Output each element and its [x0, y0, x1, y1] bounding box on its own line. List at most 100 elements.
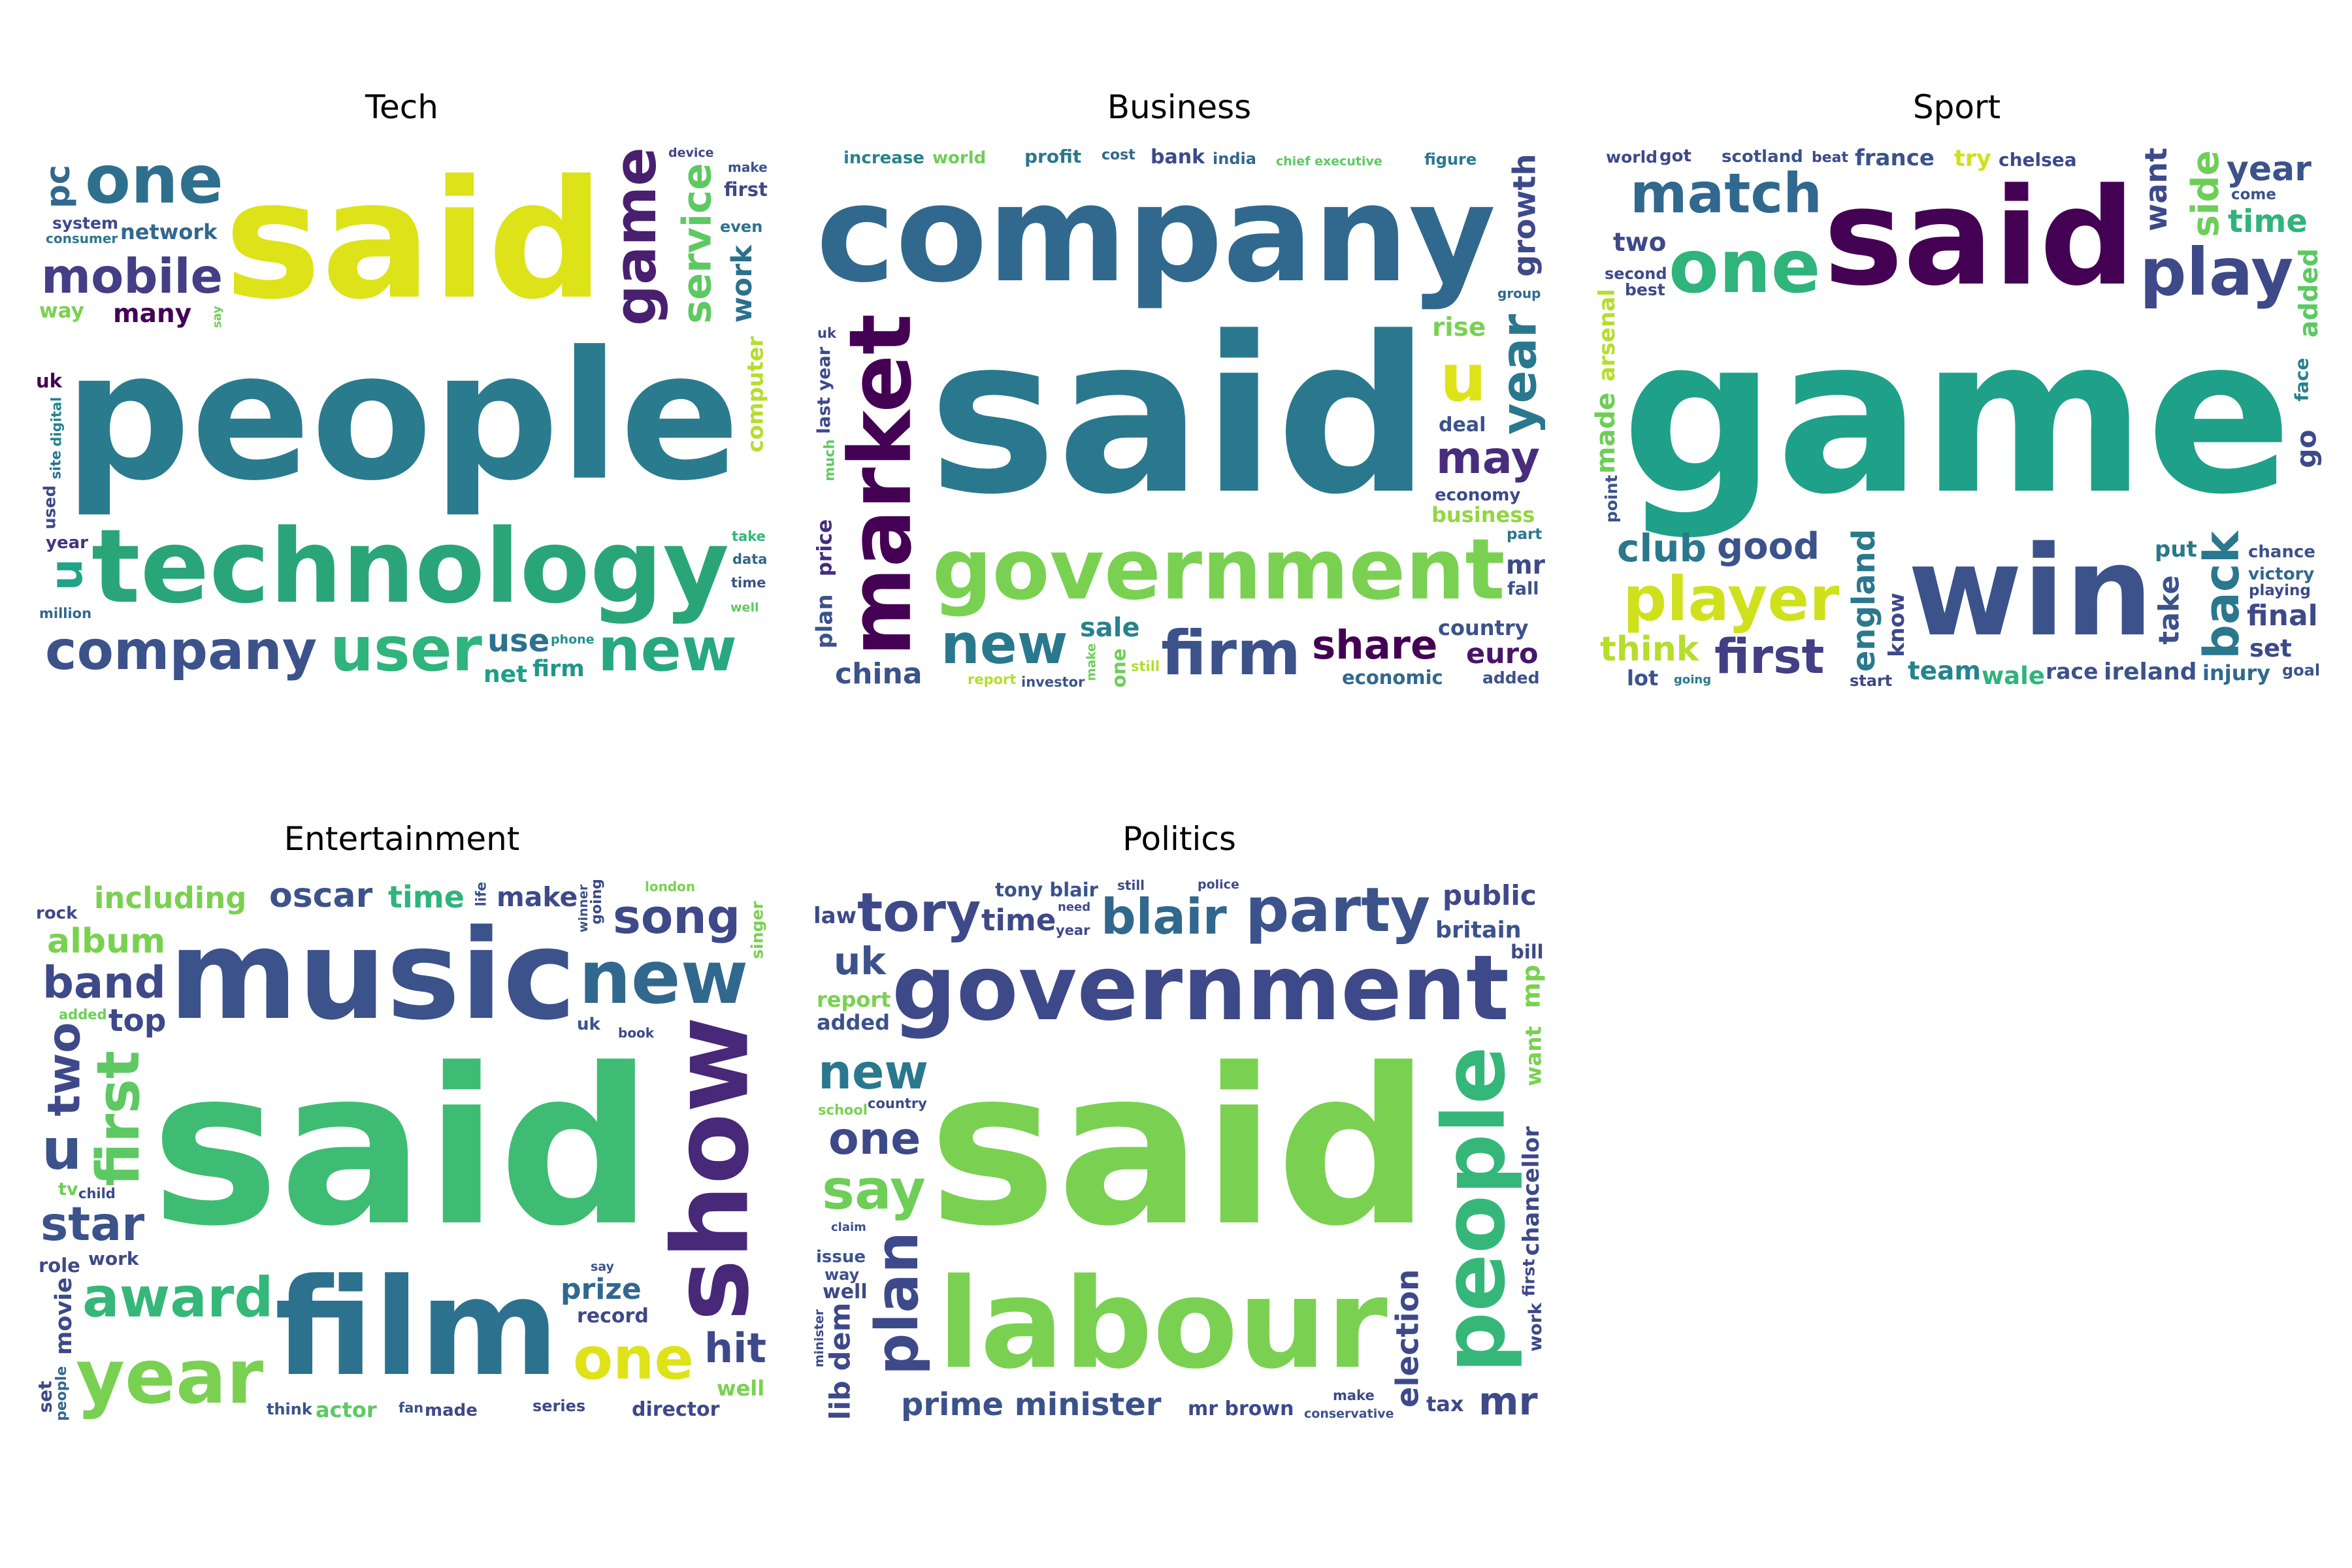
cloud-word: say [591, 1260, 614, 1274]
panel-title: Tech [365, 88, 438, 126]
cloud-word: start [1850, 672, 1893, 689]
cloud-word: last year [813, 346, 834, 434]
cloud-word: report [968, 672, 1017, 687]
cloud-word: plan [813, 594, 838, 649]
cloud-word: chance [2248, 542, 2316, 562]
cloud-word: year [76, 1333, 264, 1421]
cloud-word: world [932, 148, 987, 168]
cloud-word: go [2290, 429, 2323, 468]
cloud-word: made [1591, 392, 1621, 474]
cloud-word: million [39, 606, 92, 621]
cloud-word: match [1630, 161, 1822, 225]
cloud-word: one [1107, 648, 1130, 688]
cloud-word: tory [857, 882, 981, 944]
cloud-word: india [1213, 150, 1256, 168]
cloud-word: work [88, 1248, 139, 1269]
cloud-word: school [818, 1102, 868, 1118]
cloud-word: first [1714, 629, 1825, 685]
cloud-word: best [1625, 280, 1665, 299]
cloud-word: set [36, 1380, 56, 1413]
cloud-word: may [1436, 433, 1540, 484]
cloud-word: company [816, 157, 1496, 312]
cloud-word: used [40, 485, 59, 530]
cloud-word: group [1497, 286, 1541, 301]
panel-title: Politics [1122, 820, 1236, 858]
cloud-word: tax [1426, 1392, 1464, 1416]
cloud-word: take [2153, 575, 2186, 645]
cloud-word: investor [1021, 674, 1085, 689]
cloud-word: two [38, 1022, 91, 1117]
cloud-word: think [267, 1400, 312, 1418]
cloud-word: scotland [1722, 147, 1803, 167]
cloud-word: arsenal [1593, 288, 1620, 382]
cloud-word: increase [843, 148, 924, 168]
cloud-word: year [46, 533, 88, 553]
cloud-word: added [2294, 248, 2323, 338]
cloud-word: director [632, 1398, 720, 1421]
cloud-word: added [59, 1007, 107, 1022]
cloud-word: added [817, 1010, 890, 1035]
cloud-word: game [1622, 291, 2293, 542]
cloud-word: make [1333, 1388, 1375, 1403]
cloud-word: share [1312, 622, 1438, 668]
cloud-word: work [725, 244, 759, 323]
cloud-word: service [674, 163, 721, 324]
cloud-word: team [1908, 657, 1982, 686]
cloud-word: fan [399, 1400, 424, 1416]
cloud-word: game [601, 147, 669, 326]
cloud-word: rise [1432, 313, 1486, 342]
cloud-word: euro [1466, 638, 1539, 670]
cloud-word: oscar [269, 879, 373, 915]
cloud-word: law [813, 903, 857, 929]
cloud-word: said [151, 1022, 653, 1273]
cloud-word: people [64, 313, 740, 519]
cloud-word: system [52, 214, 119, 233]
cloud-word: public [1443, 879, 1537, 911]
panel-title: Entertainment [284, 820, 520, 858]
cloud-word: still [1117, 879, 1145, 893]
cloud-word: playing [2249, 582, 2311, 599]
cloud-word: sale [1080, 613, 1140, 643]
cloud-word: tony blair [995, 879, 1098, 901]
cloud-word: play [2140, 234, 2294, 310]
cloud-word: point [1601, 474, 1621, 523]
cloud-word: series [532, 1397, 586, 1415]
cloud-word: work [1525, 1302, 1545, 1352]
cloud-word: u [42, 1117, 82, 1183]
cloud-word: part [1507, 526, 1543, 543]
cloud-word: business [1431, 502, 1535, 527]
cloud-word: still [1131, 659, 1160, 674]
cloud-word: first [1519, 1258, 1539, 1297]
cloud-word: new [818, 1045, 928, 1100]
cloud-word: good [1717, 525, 1820, 568]
panel-title: Sport [1912, 88, 2001, 126]
cloud-word: time [388, 879, 465, 915]
cloud-word: mobile [41, 249, 223, 304]
cloud-word: much [821, 438, 838, 482]
cloud-word: minister [813, 1309, 826, 1367]
cloud-word: album [47, 922, 166, 961]
panel-sport: Sport game said win england player match one pl… [1591, 88, 2323, 689]
cloud-word: labour [938, 1252, 1388, 1396]
cloud-word: china [835, 657, 923, 689]
cloud-word: band [42, 957, 166, 1008]
cloud-word: site [47, 450, 63, 479]
cloud-word: put [2155, 536, 2197, 563]
panel-title: Business [1107, 88, 1252, 126]
cloud-word: side [2183, 150, 2227, 237]
cloud-word: including [94, 881, 247, 915]
cloud-word: net [483, 661, 528, 688]
cloud-word: club [1617, 526, 1707, 570]
word-cloud: said government labour people party say blair t… [813, 879, 1545, 1421]
cloud-word: say [822, 1158, 926, 1222]
cloud-word: lot [1627, 666, 1659, 689]
cloud-word: made [425, 1401, 478, 1420]
word-cloud: said film music show year award new band first on… [36, 879, 768, 1421]
cloud-word: take [732, 529, 766, 544]
cloud-word: people [1424, 1046, 1524, 1373]
cloud-word: deal [1439, 414, 1486, 436]
cloud-word: london [645, 879, 696, 894]
cloud-word: said [928, 1022, 1431, 1273]
word-cloud: said company government market firm new share u… [813, 147, 1545, 689]
cloud-word: new [598, 615, 737, 685]
